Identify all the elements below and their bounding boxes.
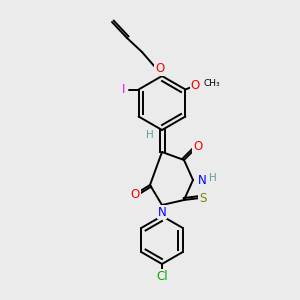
Text: S: S <box>199 191 207 205</box>
Text: O: O <box>130 188 140 202</box>
Text: CH₃: CH₃ <box>203 79 220 88</box>
Text: H: H <box>209 173 217 183</box>
Text: O: O <box>155 62 165 76</box>
Text: O: O <box>191 79 200 92</box>
Text: H: H <box>146 130 154 140</box>
Text: N: N <box>198 173 206 187</box>
Text: N: N <box>158 206 166 218</box>
Text: Cl: Cl <box>156 269 168 283</box>
Text: O: O <box>194 140 202 152</box>
Text: I: I <box>122 83 125 96</box>
